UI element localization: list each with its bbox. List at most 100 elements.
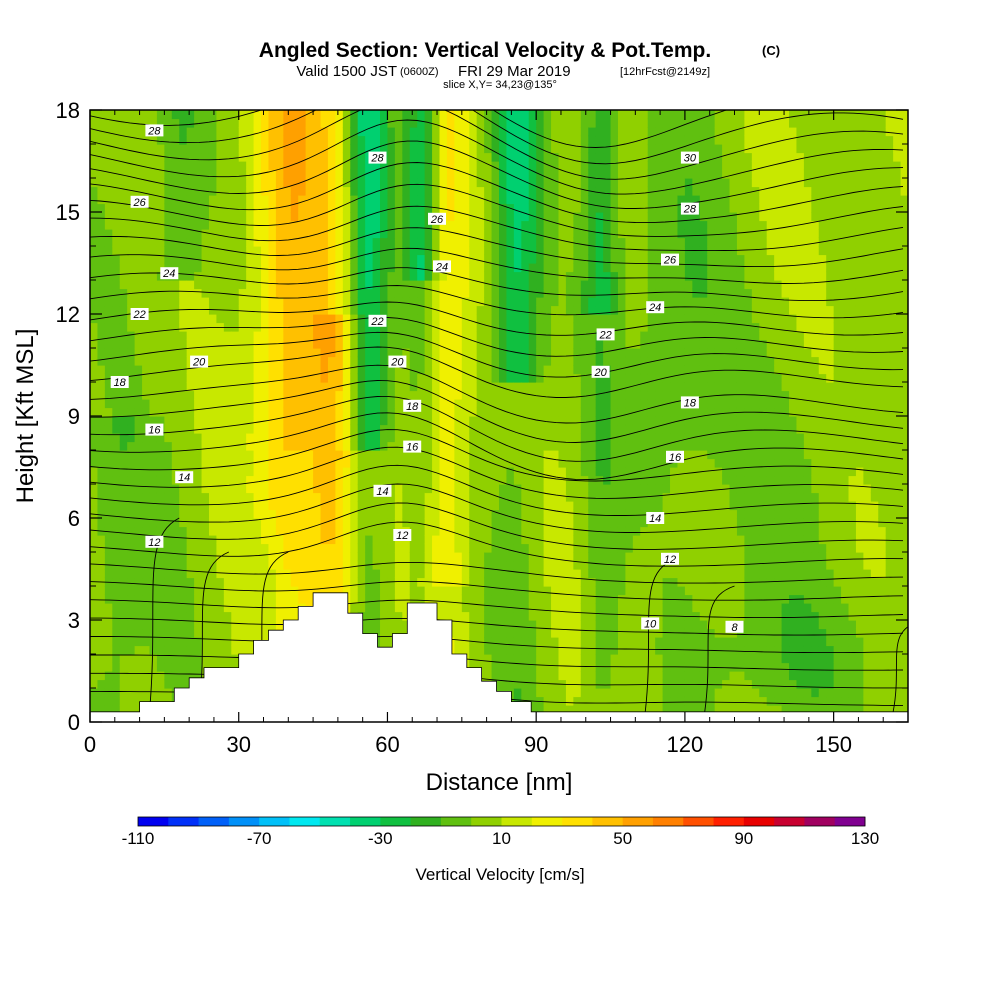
velocity-cell	[551, 424, 560, 434]
velocity-cell	[313, 280, 322, 290]
velocity-cell	[298, 305, 307, 315]
velocity-cell	[156, 628, 165, 638]
velocity-cell	[499, 118, 508, 128]
velocity-cell	[580, 288, 589, 298]
velocity-cell	[595, 688, 604, 698]
velocity-cell	[543, 450, 552, 460]
velocity-cell	[365, 535, 374, 545]
velocity-cell	[164, 654, 173, 664]
velocity-cell	[424, 509, 433, 519]
velocity-cell	[573, 297, 582, 307]
velocity-cell	[112, 220, 121, 230]
velocity-cell	[320, 237, 329, 247]
velocity-cell	[387, 365, 396, 375]
velocity-cell	[565, 263, 574, 273]
velocity-cell	[595, 492, 604, 502]
velocity-cell	[112, 229, 121, 239]
velocity-cell	[127, 322, 136, 332]
velocity-cell	[394, 611, 403, 621]
velocity-cell	[513, 407, 522, 417]
velocity-cell	[305, 127, 314, 137]
velocity-cell	[253, 297, 262, 307]
velocity-cell	[573, 543, 582, 553]
velocity-cell	[387, 620, 396, 630]
velocity-cell	[119, 212, 128, 222]
velocity-cell	[305, 475, 314, 485]
velocity-cell	[231, 594, 240, 604]
velocity-cell	[327, 195, 336, 205]
velocity-cell	[484, 229, 493, 239]
velocity-cell	[335, 458, 344, 468]
velocity-cell	[134, 679, 143, 689]
velocity-cell	[156, 280, 165, 290]
velocity-cell	[342, 518, 351, 528]
velocity-cell	[417, 450, 426, 460]
velocity-cell	[305, 169, 314, 179]
velocity-cell	[499, 186, 508, 196]
velocity-cell	[424, 407, 433, 417]
velocity-cell	[90, 645, 99, 655]
velocity-cell	[387, 382, 396, 392]
velocity-cell	[365, 161, 374, 171]
velocity-cell	[156, 246, 165, 256]
velocity-cell	[298, 339, 307, 349]
velocity-cell	[171, 662, 180, 672]
velocity-cell	[573, 696, 582, 706]
velocity-cell	[290, 492, 299, 502]
velocity-cell	[580, 484, 589, 494]
velocity-cell	[127, 645, 136, 655]
velocity-cell	[90, 458, 99, 468]
velocity-cell	[179, 671, 188, 681]
velocity-cell	[223, 331, 232, 341]
velocity-cell	[186, 220, 195, 230]
velocity-cell	[223, 518, 232, 528]
velocity-cell	[238, 543, 247, 553]
velocity-cell	[97, 373, 106, 383]
velocity-cell	[565, 144, 574, 154]
velocity-cell	[97, 135, 106, 145]
velocity-cell	[223, 620, 232, 630]
velocity-cell	[305, 577, 314, 587]
velocity-cell	[290, 118, 299, 128]
velocity-cell	[350, 535, 359, 545]
velocity-cell	[409, 152, 418, 162]
velocity-cell	[208, 390, 218, 400]
velocity-cell	[513, 382, 522, 392]
velocity-cell	[268, 390, 277, 400]
velocity-cell	[313, 314, 322, 324]
velocity-cell	[439, 110, 448, 120]
velocity-cell	[409, 501, 418, 511]
velocity-cell	[134, 178, 143, 188]
velocity-cell	[253, 535, 262, 545]
velocity-cell	[454, 322, 463, 332]
velocity-cell	[275, 118, 284, 128]
velocity-cell	[454, 501, 463, 511]
velocity-cell	[320, 543, 329, 553]
velocity-cell	[156, 314, 165, 324]
velocity-cell	[268, 365, 277, 375]
velocity-cell	[335, 492, 344, 502]
velocity-cell	[201, 305, 210, 315]
velocity-cell	[208, 280, 218, 290]
velocity-cell	[372, 509, 381, 519]
velocity-cell	[469, 577, 478, 587]
velocity-cell	[439, 407, 448, 417]
velocity-cell	[156, 662, 165, 672]
velocity-cell	[320, 322, 329, 332]
velocity-cell	[149, 365, 158, 375]
velocity-cell	[499, 433, 508, 443]
velocity-cell	[253, 424, 262, 434]
velocity-cell	[506, 373, 515, 383]
velocity-cell	[506, 118, 515, 128]
velocity-cell	[350, 212, 359, 222]
velocity-cell	[543, 314, 552, 324]
velocity-cell	[521, 314, 530, 324]
velocity-cell	[90, 603, 99, 613]
velocity-cell	[387, 246, 396, 256]
velocity-cell	[216, 628, 225, 638]
velocity-cell	[127, 186, 136, 196]
velocity-cell	[283, 390, 292, 400]
velocity-cell	[469, 178, 478, 188]
velocity-cell	[201, 450, 210, 460]
velocity-cell	[454, 263, 463, 273]
